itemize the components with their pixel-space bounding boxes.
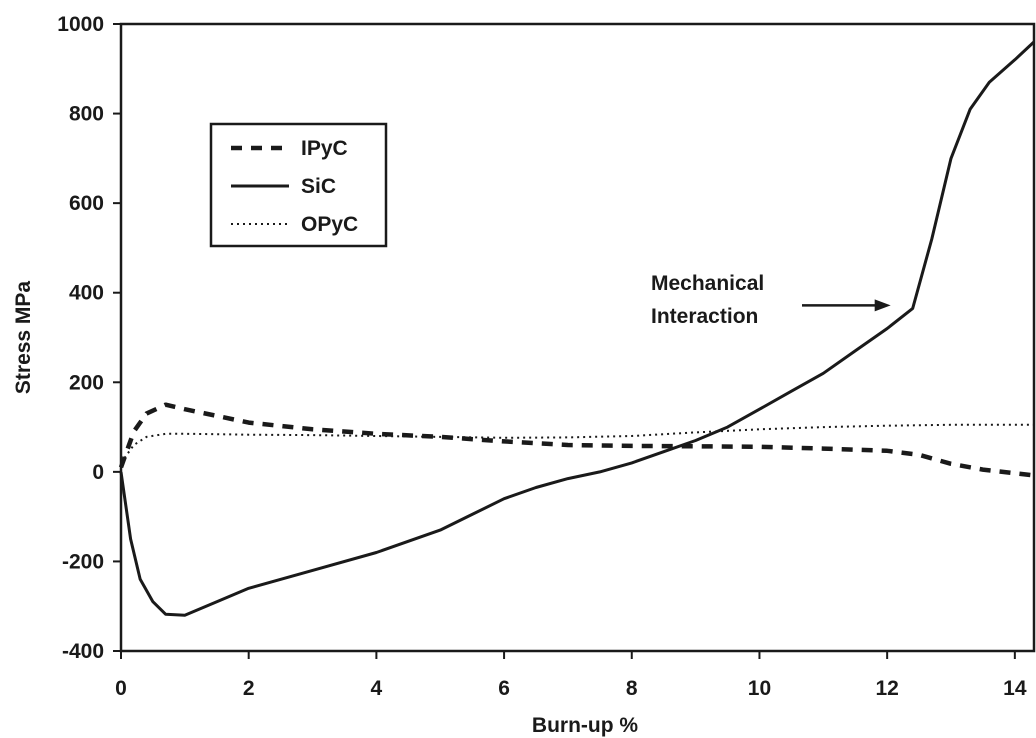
x-tick-label: 6 bbox=[498, 677, 510, 700]
y-tick-label: 200 bbox=[69, 371, 104, 394]
annotation-text-line: Mechanical bbox=[651, 272, 764, 295]
plot-area-frame bbox=[119, 22, 1036, 653]
y-tick-label: 1000 bbox=[57, 13, 104, 36]
x-tick-label: 10 bbox=[748, 677, 771, 700]
x-tick-label: 4 bbox=[371, 677, 383, 700]
x-axis-title: Burn-up % bbox=[532, 714, 638, 737]
legend-label-opyc: OPyC bbox=[301, 213, 358, 236]
y-tick-label: 600 bbox=[69, 192, 104, 215]
x-tick-label: 8 bbox=[626, 677, 638, 700]
series-line-sic bbox=[119, 40, 1036, 617]
x-tick-label: 2 bbox=[243, 677, 255, 700]
x-tick-label: 14 bbox=[1003, 677, 1027, 700]
annotation-text-line: Interaction bbox=[651, 305, 758, 328]
y-tick-label: 800 bbox=[69, 103, 104, 126]
legend-label-ipyc: IPyC bbox=[301, 137, 348, 160]
annotation-arrow-head bbox=[874, 299, 891, 312]
series-line-opyc bbox=[120, 423, 1034, 464]
y-tick-label: -200 bbox=[62, 550, 104, 573]
x-tick-label: 12 bbox=[875, 677, 898, 700]
y-axis-title: Stress MPa bbox=[12, 281, 35, 395]
series-line-ipyc bbox=[118, 402, 1035, 478]
y-tick-label: -400 bbox=[62, 640, 104, 663]
x-tick-label: 0 bbox=[115, 677, 127, 700]
y-tick-label: 0 bbox=[92, 461, 104, 484]
legend-label-sic: SiC bbox=[301, 175, 336, 198]
y-tick-label: 400 bbox=[69, 282, 104, 305]
